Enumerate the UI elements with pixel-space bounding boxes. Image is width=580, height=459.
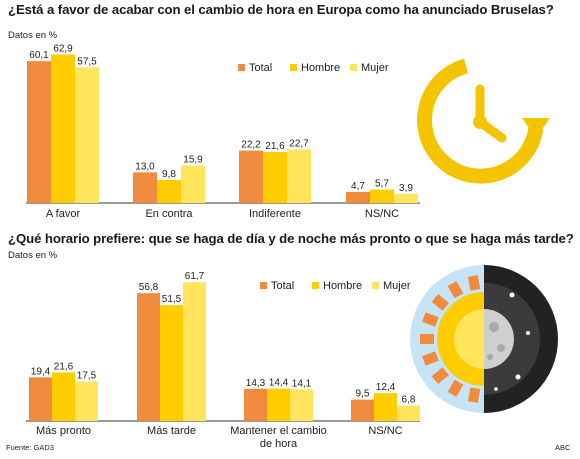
value-label: 13,0 xyxy=(135,161,155,172)
chart-1-title: ¿Está a favor de acabar con el cambio de… xyxy=(8,2,554,17)
value-label: 22,2 xyxy=(241,140,261,151)
value-label: 9,5 xyxy=(356,389,370,400)
bar-hombre-3 xyxy=(267,388,290,421)
chart-1: 60,1 62,9 57,5 A favor 13,0 9,8 15,9 En contra 2… xyxy=(26,44,420,220)
bar-total-3 xyxy=(244,388,267,421)
legend-label-total: Total xyxy=(271,280,294,292)
bar-total-1 xyxy=(29,377,52,421)
value-label: 56,8 xyxy=(139,282,159,293)
legend-swatch-total xyxy=(260,282,267,289)
value-label: 22,7 xyxy=(289,138,309,149)
bar-total-4 xyxy=(346,191,370,203)
category-label: A favor xyxy=(46,208,81,220)
bar-hombre-3 xyxy=(263,152,287,203)
value-label: 57,5 xyxy=(77,56,97,67)
bar-mujer-4 xyxy=(397,405,420,421)
legend-swatch-hombre xyxy=(290,64,297,71)
bar-total-2 xyxy=(133,172,157,203)
bar-mujer-3 xyxy=(290,389,313,421)
bar-total-2 xyxy=(137,293,160,421)
legend-swatch-total xyxy=(238,64,245,71)
legend-swatch-mujer xyxy=(350,64,357,71)
value-label: 5,7 xyxy=(375,179,389,190)
value-label: 6,8 xyxy=(402,395,416,406)
bar-hombre-1 xyxy=(52,372,75,421)
bar-total-3 xyxy=(239,150,263,203)
value-label: 12,4 xyxy=(376,382,396,393)
value-label: 4,7 xyxy=(351,181,365,192)
value-label: 60,1 xyxy=(29,50,49,61)
bar-hombre-4 xyxy=(370,189,394,203)
source-note: Fuente: GAD3 xyxy=(6,443,54,452)
category-label: NS/NC xyxy=(365,208,399,220)
value-label: 19,4 xyxy=(31,366,51,377)
value-label: 61,7 xyxy=(185,271,205,282)
category-label: NS/NC xyxy=(368,425,402,437)
bar-hombre-2 xyxy=(160,305,183,421)
value-label: 14,4 xyxy=(269,378,289,389)
category-label: de hora xyxy=(260,438,298,450)
legend-label-mujer: Mujer xyxy=(361,62,389,74)
bar-hombre-2 xyxy=(157,179,181,203)
category-label: Mantener el cambio xyxy=(230,425,327,437)
bar-mujer-1 xyxy=(75,67,99,203)
legend-label-mujer: Mujer xyxy=(383,280,411,292)
legend-swatch-mujer xyxy=(372,282,379,289)
bar-total-4 xyxy=(351,399,374,421)
bar-hombre-4 xyxy=(374,393,397,421)
chart-2: 19,4 21,617,5 Más pronto 56,851,5 61,7 Más ta… xyxy=(26,271,420,450)
category-label: Más tarde xyxy=(147,425,196,437)
value-label: 3,9 xyxy=(399,183,413,194)
legend-label-hombre: Hombre xyxy=(323,280,362,292)
chart-2-title: ¿Qué horario prefiere: que se haga de dí… xyxy=(8,231,574,246)
legend-label-total: Total xyxy=(249,62,272,74)
value-label: 17,5 xyxy=(77,371,97,382)
bar-mujer-3 xyxy=(287,149,311,203)
value-label: 21,6 xyxy=(265,141,285,152)
bar-mujer-1 xyxy=(75,381,98,421)
credit-note: ABC xyxy=(555,443,571,452)
category-label: Más pronto xyxy=(36,425,91,437)
value-label: 21,6 xyxy=(54,361,74,372)
chart-1-unit-label: Datos en % xyxy=(8,30,58,41)
bar-mujer-4 xyxy=(394,193,418,203)
value-label: 14,1 xyxy=(292,378,312,389)
legend-label-hombre: Hombre xyxy=(301,62,340,74)
value-label: 15,9 xyxy=(183,154,203,165)
bar-hombre-1 xyxy=(51,54,75,203)
chart-2-unit-label: Datos en % xyxy=(8,250,58,261)
value-label: 62,9 xyxy=(53,44,73,55)
value-label: 9,8 xyxy=(162,169,176,180)
bar-mujer-2 xyxy=(183,282,206,421)
value-label: 14,3 xyxy=(246,378,266,389)
bar-mujer-2 xyxy=(181,165,205,203)
bar-total-1 xyxy=(27,61,51,203)
legend-swatch-hombre xyxy=(312,282,319,289)
value-label: 51,5 xyxy=(162,294,182,305)
category-label: En contra xyxy=(145,208,193,220)
category-label: Indiferente xyxy=(249,208,301,220)
